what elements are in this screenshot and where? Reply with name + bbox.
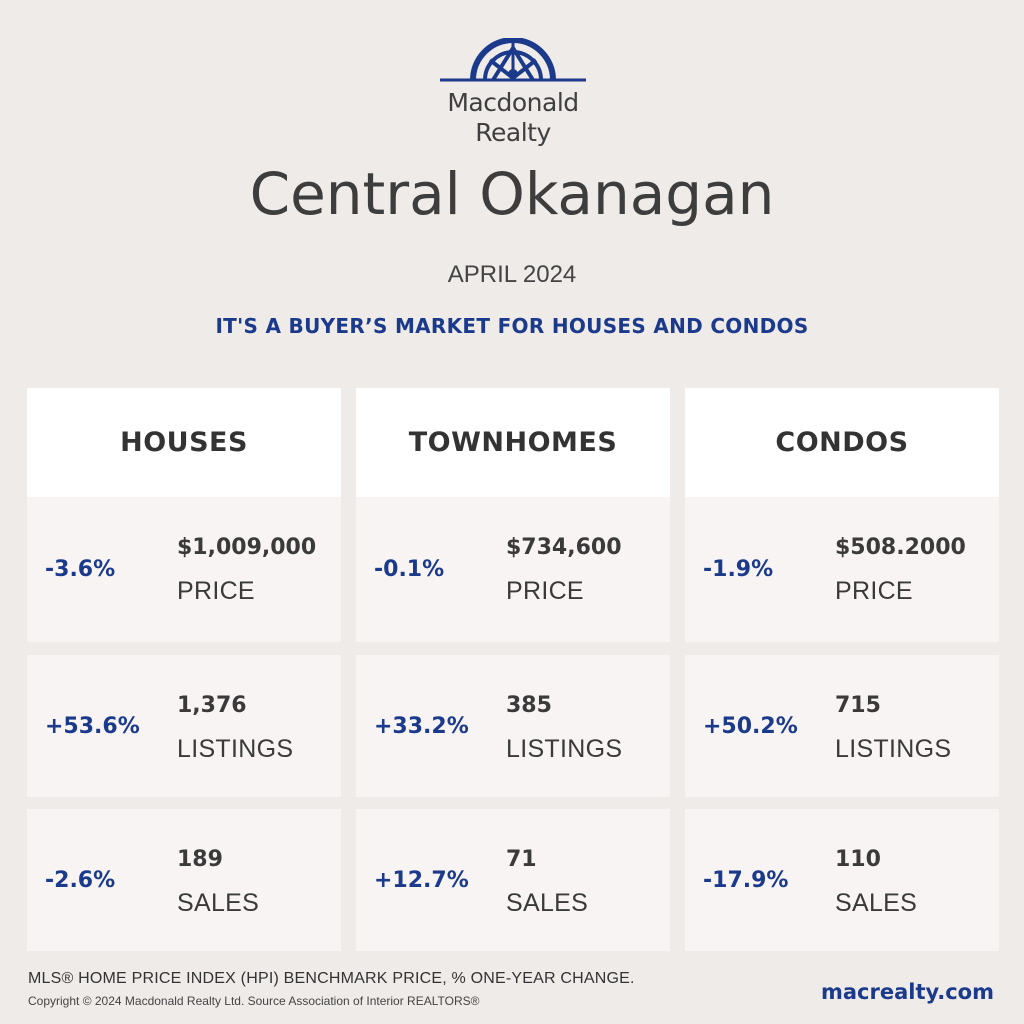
change-percent: -1.9% <box>703 557 774 582</box>
stat-label: SALES <box>506 889 589 917</box>
stat-label: LISTINGS <box>506 735 623 763</box>
stat-card-sales: -17.9% 110 SALES <box>685 809 999 951</box>
change-percent: +50.2% <box>703 713 798 739</box>
brand-name-line1: Macdonald <box>447 88 579 117</box>
stat-value: $734,600 <box>506 535 622 560</box>
stat-label: PRICE <box>506 577 584 605</box>
change-percent: -0.1% <box>374 557 445 582</box>
change-percent: -17.9% <box>703 867 789 893</box>
stat-label: SALES <box>177 889 260 917</box>
compass-rose-logo-icon <box>440 38 586 82</box>
stat-label: LISTINGS <box>177 735 294 763</box>
stat-card-listings: +33.2% 385 LISTINGS <box>356 655 670 797</box>
stat-value: 715 <box>835 693 881 718</box>
stat-value: 110 <box>835 847 881 872</box>
stat-card-sales: +12.7% 71 SALES <box>356 809 670 951</box>
stat-value: 189 <box>177 847 223 872</box>
stat-card-sales: -2.6% 189 SALES <box>27 809 341 951</box>
footnote: MLS® HOME PRICE INDEX (HPI) BENCHMARK PR… <box>28 970 635 987</box>
stat-label: PRICE <box>835 577 913 605</box>
change-percent: -2.6% <box>45 867 116 893</box>
market-headline: IT'S A BUYER’S MARKET FOR HOUSES AND CON… <box>215 314 809 338</box>
stat-value: 71 <box>506 847 537 872</box>
column-header: TOWNHOMES <box>356 388 670 497</box>
brand-name-line2: Realty <box>475 118 551 147</box>
page-title: Central Okanagan <box>249 160 775 228</box>
stat-card-price: -0.1% $734,600 PRICE <box>356 497 670 642</box>
stat-label: LISTINGS <box>835 735 952 763</box>
stat-card-listings: +53.6% 1,376 LISTINGS <box>27 655 341 797</box>
period-subtitle: APRIL 2024 <box>447 261 577 288</box>
column-houses: HOUSES -3.6% $1,009,000 PRICE +53.6% 1,3… <box>27 388 341 951</box>
column-townhomes: TOWNHOMES -0.1% $734,600 PRICE +33.2% 38… <box>356 388 670 951</box>
column-header: HOUSES <box>27 388 341 497</box>
column-condos: CONDOS -1.9% $508.2000 PRICE +50.2% 715 … <box>685 388 999 951</box>
stat-value: 385 <box>506 693 552 718</box>
stat-value: $1,009,000 <box>177 535 317 560</box>
change-percent: +33.2% <box>374 713 469 739</box>
copyright: Copyright © 2024 Macdonald Realty Ltd. S… <box>28 994 480 1008</box>
stat-label: SALES <box>835 889 918 917</box>
website-link[interactable]: macrealty.com <box>820 980 994 1004</box>
stat-value: 1,376 <box>177 693 247 718</box>
change-percent: +53.6% <box>45 713 140 739</box>
brand-logo: Macdonald Realty <box>440 38 586 158</box>
change-percent: +12.7% <box>374 867 469 893</box>
stat-label: PRICE <box>177 577 255 605</box>
change-percent: -3.6% <box>45 557 116 582</box>
stat-value: $508.2000 <box>835 535 966 560</box>
stat-card-price: -3.6% $1,009,000 PRICE <box>27 497 341 642</box>
stat-card-price: -1.9% $508.2000 PRICE <box>685 497 999 642</box>
column-header: CONDOS <box>685 388 999 497</box>
stat-card-listings: +50.2% 715 LISTINGS <box>685 655 999 797</box>
